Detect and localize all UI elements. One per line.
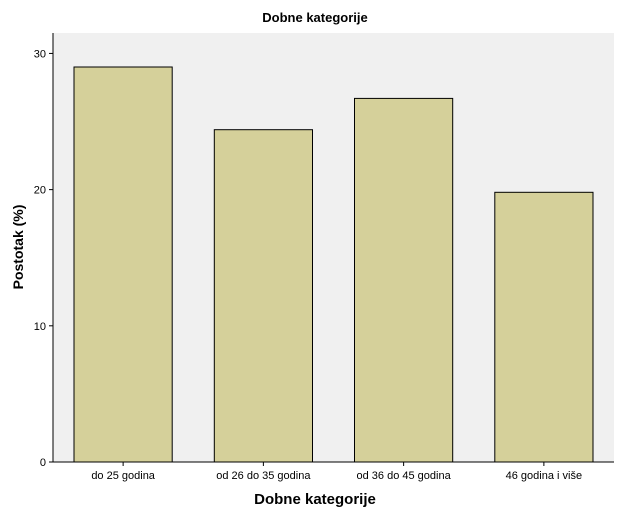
x-tick-label: 46 godina i više: [506, 470, 582, 482]
x-tick-label: od 26 do 35 godina: [216, 470, 311, 482]
y-tick-label: 10: [34, 321, 46, 333]
bar-4: [494, 191, 594, 463]
y-tick-label: 30: [34, 48, 46, 60]
y-tick-label: 20: [34, 185, 46, 197]
x-axis-label: Dobne kategorije: [254, 491, 376, 508]
y-axis-label: Postotak (%): [10, 205, 26, 290]
x-ticks-group: do 25 godina od 26 do 35 godina od 36 do 4…: [91, 462, 582, 482]
bar-1: [73, 66, 173, 463]
bar-3: [354, 97, 454, 463]
chart-title: Dobne kategorije: [262, 10, 367, 25]
bars-group: [73, 66, 594, 463]
y-tick-label: 0: [40, 457, 46, 469]
y-ticks-group: 0 10 20 30: [34, 48, 53, 469]
bar-2: [213, 129, 313, 463]
x-tick-label: od 36 do 45 godina: [357, 470, 452, 482]
x-tick-label: do 25 godina: [91, 470, 155, 482]
